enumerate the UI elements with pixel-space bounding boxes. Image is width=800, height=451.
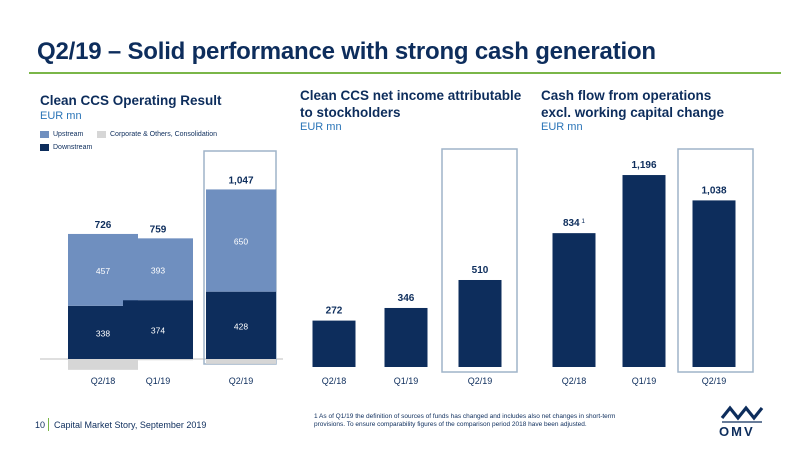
chart1-total-label: 759 xyxy=(150,224,167,235)
chart1-category-label: Q1/19 xyxy=(146,376,171,386)
chart3-value-label: 834 1 xyxy=(563,218,585,229)
footer-separator xyxy=(48,418,49,431)
omv-logo-icon xyxy=(720,405,764,423)
slide-title: Q2/19 – Solid performance with strong ca… xyxy=(37,38,656,65)
legend-downstream-label: Downstream xyxy=(53,144,93,151)
chart1-label-upstream: 457 xyxy=(96,266,110,276)
chart3-bar xyxy=(552,233,596,367)
chart2-value-label: 510 xyxy=(472,265,489,276)
chart1-label-upstream: 393 xyxy=(151,265,165,275)
chart2-category-label: Q2/18 xyxy=(322,376,347,386)
net-income-title: Clean CCS net income attributable to sto… xyxy=(300,88,522,120)
chart1-bar-upstream xyxy=(123,238,193,301)
chart1-label-upstream: 650 xyxy=(234,237,248,247)
chart3-category-label: Q1/19 xyxy=(632,376,657,386)
footnote: 1 As of Q1/19 the definition of sources … xyxy=(314,413,616,428)
chart2-value-label: 272 xyxy=(326,306,343,317)
legend-downstream: Downstream xyxy=(40,144,92,151)
chart1-label-downstream: 428 xyxy=(234,321,248,331)
chart3-bar xyxy=(692,200,736,367)
chart1-bar-corporate xyxy=(123,359,193,361)
legend-downstream-swatch xyxy=(40,144,49,151)
chart2-category-label: Q2/19 xyxy=(468,376,493,386)
chart2-category-label: Q1/19 xyxy=(394,376,419,386)
footer-text: Capital Market Story, September 2019 xyxy=(54,420,207,430)
chart1-bar-upstream xyxy=(206,189,276,292)
title-underline xyxy=(29,72,781,74)
chart1-bar-downstream xyxy=(123,300,193,359)
omv-logo-text: OMV xyxy=(719,424,755,439)
chart3-footnote-marker: 1 xyxy=(580,218,586,225)
operating-result-title: Clean CCS Operating Result xyxy=(40,93,222,108)
chart2-bar xyxy=(458,279,502,367)
operating-result-unit: EUR mn xyxy=(40,110,82,122)
chart2-bar xyxy=(312,320,356,367)
legend-corporate-swatch xyxy=(97,131,106,138)
chart1-bar-downstream xyxy=(206,291,276,359)
chart3-bar xyxy=(622,175,666,367)
cash-flow-unit: EUR mn xyxy=(541,121,583,133)
legend-upstream-swatch xyxy=(40,131,49,138)
chart3-highlight-box xyxy=(677,148,754,373)
legend-corporate-label: Corporate & Others, Consolidation xyxy=(110,131,217,138)
chart1-total-label: 1,047 xyxy=(228,175,253,186)
chart2-highlight-box xyxy=(441,148,518,373)
chart3-category-label: Q2/19 xyxy=(702,376,727,386)
chart3-category-label: Q2/18 xyxy=(562,376,587,386)
page-number: 10 xyxy=(35,420,46,430)
chart1-category-label: Q2/19 xyxy=(229,376,254,386)
legend-corporate: Corporate & Others, Consolidation xyxy=(97,131,217,138)
chart1-bar-corporate xyxy=(68,359,138,370)
legend-upstream: Upstream xyxy=(40,131,83,138)
cash-flow-title: Cash flow from operations excl. working … xyxy=(541,88,725,120)
legend-upstream-label: Upstream xyxy=(53,131,84,138)
chart1-bar-corporate xyxy=(206,359,276,364)
chart1-category-label: Q2/18 xyxy=(91,376,116,386)
chart3-value-label: 1,038 xyxy=(701,185,726,196)
net-income-unit: EUR mn xyxy=(300,121,342,133)
chart2-value-label: 346 xyxy=(398,293,415,304)
chart1-label-downstream: 338 xyxy=(96,328,110,338)
chart2-bar xyxy=(384,307,428,367)
chart3-value-label: 1,196 xyxy=(631,160,656,171)
chart1-label-downstream: 374 xyxy=(151,326,165,336)
chart1-total-label: 726 xyxy=(95,220,112,231)
